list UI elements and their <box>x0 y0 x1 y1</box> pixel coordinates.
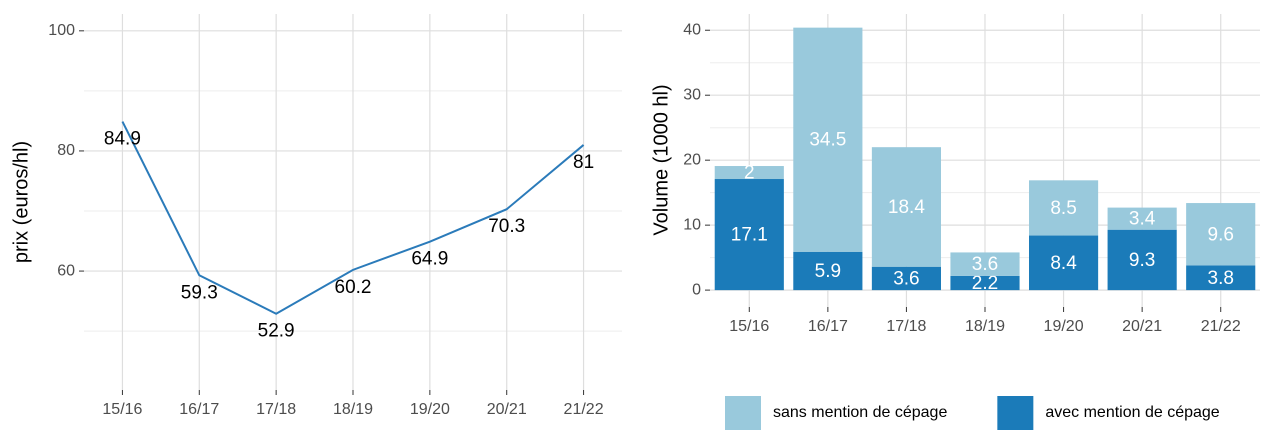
x-tick-label: 21/22 <box>564 401 604 418</box>
legend-swatch <box>725 396 761 430</box>
data-label: 2.2 <box>972 273 998 294</box>
x-tick-label: 20/21 <box>487 401 527 418</box>
y-tick-label: 20 <box>683 151 701 168</box>
data-label: 8.5 <box>1050 198 1076 219</box>
x-tick-label: 16/17 <box>179 401 219 418</box>
data-label: 3.6 <box>893 268 919 289</box>
data-label: 64.9 <box>411 249 448 270</box>
data-label: 59.3 <box>181 282 218 303</box>
bar-segment <box>950 275 1020 291</box>
bar-segment <box>871 147 941 267</box>
data-label: 60.2 <box>335 277 372 298</box>
data-label: 52.9 <box>258 321 295 342</box>
legend-label: sans mention de cépage <box>773 404 947 421</box>
y-tick-label: 100 <box>48 22 75 39</box>
bar-segment <box>714 179 784 291</box>
y-tick-label: 80 <box>57 142 75 159</box>
y-axis-title: Volume (1000 hl) <box>650 84 672 235</box>
data-label: 17.1 <box>731 225 768 246</box>
data-label: 81 <box>573 152 594 173</box>
y-tick-label: 60 <box>57 262 75 279</box>
data-label: 84.9 <box>104 129 141 150</box>
x-tick-label: 15/16 <box>102 401 142 418</box>
x-tick-label: 18/19 <box>333 401 373 418</box>
y-tick-label: 30 <box>683 86 701 103</box>
data-label: 2 <box>744 163 755 184</box>
data-label: 70.3 <box>488 216 525 237</box>
legend-label: avec mention de cépage <box>1045 404 1219 421</box>
x-tick-label: 17/18 <box>886 318 926 335</box>
bar-segment <box>1029 180 1099 236</box>
bar-segment <box>950 252 1020 276</box>
y-tick-label: 10 <box>683 216 701 233</box>
bar-segment <box>714 166 784 180</box>
x-tick-label: 16/17 <box>808 318 848 335</box>
x-tick-label: 19/20 <box>1044 318 1084 335</box>
bar-segment <box>793 27 863 252</box>
data-label: 34.5 <box>809 130 846 151</box>
bar-segment <box>1186 265 1256 291</box>
line <box>121 121 585 315</box>
bar-segment <box>1186 203 1256 266</box>
data-label: 9.6 <box>1208 224 1234 245</box>
data-label: 9.3 <box>1129 250 1155 271</box>
x-tick-label: 18/19 <box>965 318 1005 335</box>
bar-segment <box>1029 235 1099 291</box>
data-label: 3.6 <box>972 254 998 275</box>
y-tick-label: 40 <box>683 21 701 38</box>
y-axis-title: prix (euros/hl) <box>10 141 32 263</box>
legend-swatch <box>997 396 1034 430</box>
y-tick-label: 0 <box>692 281 701 298</box>
data-label: 3.4 <box>1129 209 1156 230</box>
data-label: 8.4 <box>1050 253 1077 274</box>
x-tick-label: 15/16 <box>729 318 769 335</box>
bar-segment <box>1107 207 1177 230</box>
bar-segment <box>871 266 941 291</box>
x-tick-label: 21/22 <box>1201 318 1241 335</box>
data-label: 18.4 <box>888 197 925 218</box>
data-label: 5.9 <box>815 261 841 282</box>
x-tick-label: 19/20 <box>410 401 450 418</box>
bar-segment <box>793 251 863 291</box>
x-tick-label: 20/21 <box>1122 318 1162 335</box>
x-tick-label: 17/18 <box>256 401 296 418</box>
bar-segment <box>1107 229 1177 291</box>
data-label: 3.8 <box>1208 268 1234 289</box>
